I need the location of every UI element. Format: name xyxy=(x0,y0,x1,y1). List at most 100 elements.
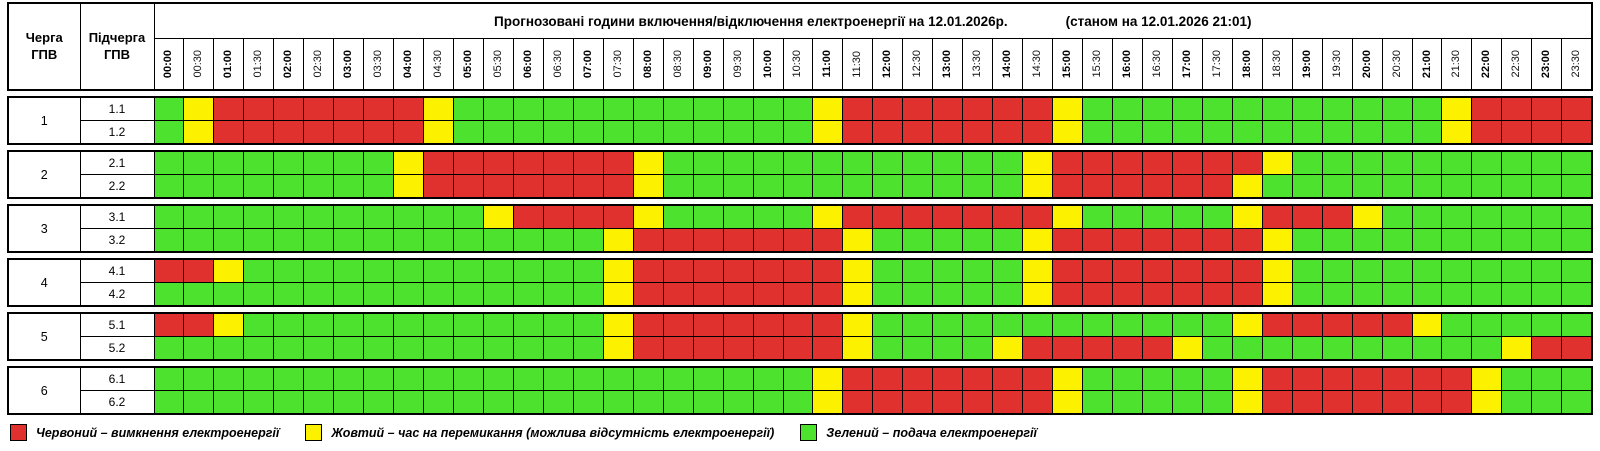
time-header-cell: 19:30 xyxy=(1321,38,1353,91)
time-label: 20:00 xyxy=(1360,49,1373,79)
schedule-cell xyxy=(602,120,634,145)
schedule-cell xyxy=(363,336,395,361)
schedule-cell xyxy=(1261,282,1293,307)
schedule-cell xyxy=(1052,390,1084,415)
schedule-cell xyxy=(572,312,604,337)
queue-group-4: 4 4.1 4.2 xyxy=(7,258,1593,307)
schedule-cell xyxy=(423,336,455,361)
schedule-cell xyxy=(333,96,365,121)
schedule-cell xyxy=(1531,120,1563,145)
schedule-cell xyxy=(393,120,425,145)
schedule-cell xyxy=(962,282,994,307)
schedule-cell xyxy=(1501,150,1533,175)
schedule-cell xyxy=(1112,120,1143,145)
schedule-cell xyxy=(1561,312,1593,337)
schedule-cell xyxy=(1231,312,1263,337)
schedule-cell xyxy=(333,336,365,361)
schedule-cell xyxy=(363,282,395,307)
schedule-cell xyxy=(782,366,814,391)
schedule-cell xyxy=(1321,96,1353,121)
schedule-cell xyxy=(1022,282,1054,307)
time-label: 21:00 xyxy=(1420,49,1433,79)
schedule-cell xyxy=(1112,282,1143,307)
schedule-cell xyxy=(1112,204,1143,229)
schedule-cell xyxy=(782,258,814,283)
schedule-cell xyxy=(183,258,215,283)
schedule-cell xyxy=(273,228,305,253)
schedule-cell xyxy=(243,150,275,175)
schedule-cell xyxy=(842,120,874,145)
queue-group-2: 2 2.1 2.2 xyxy=(7,150,1593,199)
schedule-cell xyxy=(962,258,994,283)
schedule-cell xyxy=(1141,120,1173,145)
schedule-cell xyxy=(962,150,994,175)
schedule-cell xyxy=(1501,96,1533,121)
schedule-cell xyxy=(1501,282,1533,307)
schedule-cell xyxy=(453,96,484,121)
time-label: 06:30 xyxy=(551,50,564,78)
time-label: 15:00 xyxy=(1061,49,1074,79)
schedule-cell xyxy=(1022,312,1054,337)
time-label: 09:30 xyxy=(731,50,744,78)
schedule-cell xyxy=(692,312,724,337)
schedule-cell xyxy=(842,204,874,229)
schedule-cell xyxy=(1112,228,1143,253)
schedule-cell xyxy=(1531,228,1563,253)
schedule-cell xyxy=(1171,390,1203,415)
schedule-cell xyxy=(453,366,484,391)
schedule-cell xyxy=(1022,204,1054,229)
schedule-cell xyxy=(662,336,694,361)
schedule-cell xyxy=(692,228,724,253)
schedule-cell xyxy=(333,258,365,283)
schedule-cell xyxy=(1171,228,1203,253)
time-header-cell: 08:00 xyxy=(632,38,664,91)
schedule-cell xyxy=(992,258,1024,283)
time-header-cell: 08:30 xyxy=(662,38,694,91)
schedule-cell xyxy=(1441,312,1473,337)
schedule-cell xyxy=(213,390,245,415)
schedule-cell xyxy=(962,228,994,253)
schedule-cell xyxy=(992,174,1024,199)
time-label: 14:00 xyxy=(1001,49,1014,79)
schedule-cell xyxy=(992,150,1024,175)
schedule-cell xyxy=(1351,150,1383,175)
time-label: 06:00 xyxy=(521,49,534,79)
subqueue-label: 1.2 xyxy=(79,120,155,145)
schedule-cell xyxy=(1381,174,1413,199)
schedule-cell xyxy=(752,150,784,175)
schedule-cell xyxy=(1112,366,1143,391)
schedule-cell xyxy=(243,258,275,283)
schedule-cell xyxy=(423,204,455,229)
schedule-cell xyxy=(363,96,395,121)
time-header-cell: 16:30 xyxy=(1141,38,1173,91)
schedule-cell xyxy=(722,366,754,391)
schedule-cell xyxy=(1501,390,1533,415)
schedule-cell xyxy=(213,312,245,337)
schedule-cell xyxy=(303,228,335,253)
time-label: 23:30 xyxy=(1570,50,1583,78)
schedule-cell xyxy=(1082,96,1113,121)
schedule-cell xyxy=(213,282,245,307)
schedule-cell xyxy=(303,258,335,283)
schedule-cell xyxy=(1171,258,1203,283)
schedule-cell xyxy=(1321,228,1353,253)
subqueue-label: 6.1 xyxy=(79,366,155,391)
schedule-cell xyxy=(812,336,844,361)
schedule-cell xyxy=(752,366,784,391)
schedule-cell xyxy=(932,336,964,361)
schedule-cell xyxy=(812,174,844,199)
time-label: 01:00 xyxy=(222,49,235,79)
time-label: 01:30 xyxy=(252,50,265,78)
time-header-cell: 10:30 xyxy=(782,38,814,91)
schedule-cell xyxy=(482,336,514,361)
schedule-cell xyxy=(153,120,185,145)
schedule-cell xyxy=(1531,366,1563,391)
schedule-cell xyxy=(1501,174,1533,199)
schedule-cell xyxy=(782,96,814,121)
schedule-cell xyxy=(992,336,1024,361)
time-header-cell: 01:00 xyxy=(213,38,245,91)
schedule-cell xyxy=(1531,204,1563,229)
time-label: 17:00 xyxy=(1180,49,1193,79)
schedule-cell xyxy=(932,174,964,199)
schedule-cell xyxy=(1112,312,1143,337)
